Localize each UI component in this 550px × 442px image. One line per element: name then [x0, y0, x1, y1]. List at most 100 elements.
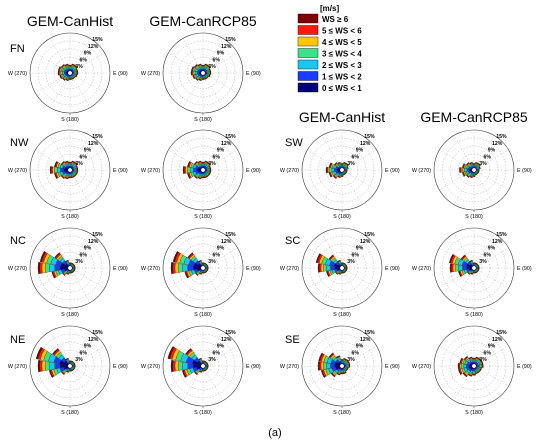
legend-swatch-3	[297, 48, 319, 58]
legend-label-6: 0 ≤ WS < 1	[322, 84, 362, 93]
sector-67.5-bin-6	[76, 68, 78, 72]
grid-spoke	[473, 233, 495, 269]
ring-label: 3%	[479, 357, 487, 363]
legend-swatch-4	[297, 59, 319, 70]
sector-0-bin-6	[201, 64, 205, 66]
sector-270-bin-1	[187, 363, 194, 369]
direction-label-south: S (180)	[61, 312, 79, 318]
sector-270-bin-6	[182, 166, 185, 174]
sector-202.5-bin-6	[469, 176, 473, 178]
sector-0-bin-2	[68, 164, 72, 167]
direction-label-east: E (90)	[385, 364, 400, 370]
grid-spoke	[202, 267, 224, 303]
direction-label-south: S (180)	[194, 312, 212, 318]
sector-0-bin-2	[341, 361, 343, 363]
direction-label-west: W (270)	[280, 168, 299, 174]
direction-label-south: S (180)	[61, 410, 79, 416]
sector-112.5-bin-6	[207, 366, 209, 370]
header-left-rcp: GEM-CanRCP85	[149, 13, 257, 29]
direction-label-east: E (90)	[517, 168, 532, 174]
panel-ne-rcp85: 3%6%9%12%15% W (270) E (90) S (180)	[141, 325, 261, 416]
sector-0-bin-2	[472, 360, 476, 363]
ring-label: 9%	[84, 51, 92, 57]
sector-270-bin-1	[462, 265, 468, 271]
sector-67.5-bin-6	[481, 360, 484, 365]
sector-180-bin-2	[340, 369, 344, 372]
sector-292.5-bin-6	[318, 352, 324, 362]
direction-label-west: W (270)	[141, 168, 160, 174]
grid-ring	[441, 333, 507, 399]
sector-270-bin-4	[41, 262, 46, 274]
sector-315-bin-6	[466, 162, 470, 166]
sector-270-bin-2	[326, 265, 331, 271]
panel-nw-hist: 3%6%9%12%15% W (270) E (90) S (180)	[8, 129, 128, 220]
sector-67.5-bin-6	[207, 362, 209, 366]
sector-45-bin-6	[205, 361, 208, 364]
wind-sectors	[170, 251, 209, 279]
sector-247.5-bin-6	[458, 271, 462, 277]
sector-292.5-bin-6	[187, 161, 191, 167]
direction-label-west: W (270)	[412, 266, 431, 272]
ring-label: 3%	[347, 357, 355, 363]
grid-ring	[309, 333, 375, 399]
ring-label: 15%	[364, 134, 375, 140]
sector-270-bin-6	[37, 360, 41, 372]
figure-label: (a)	[268, 427, 281, 439]
sector-45-bin-6	[205, 263, 208, 266]
sector-157.5-bin-6	[343, 372, 347, 374]
sector-45-bin-6	[344, 263, 347, 266]
panel-fn-hist: 3%6%9%12%15% W (270) E (90) S (180)	[8, 32, 128, 123]
panel-nc-hist: 3%6%9%12%15% W (270) E (90) S (180)	[8, 227, 128, 318]
ring-label: 6%	[79, 154, 87, 160]
sector-112.5-bin-6	[478, 170, 480, 174]
grid-spoke	[69, 345, 105, 367]
calm-center	[200, 167, 206, 173]
ring-label: 12%	[88, 239, 99, 245]
sector-112.5-bin-6	[74, 268, 76, 272]
sector-0-bin-2	[473, 165, 475, 167]
direction-label-south: S (180)	[465, 214, 483, 220]
panels: 3%6%9%12%15%W (270) E (90)S (180)3%6%9%12…	[8, 32, 532, 416]
grid-spoke	[69, 247, 105, 269]
direction-label-south: S (180)	[333, 410, 351, 416]
sector-270-bin-3	[44, 361, 51, 371]
legend-swatch-5	[297, 71, 319, 81]
ring-label: 15%	[225, 134, 236, 140]
sector-247.5-bin-6	[328, 172, 332, 178]
panel-se-hist: 3%6%9%12%15% W (270) E (90) S (180)	[280, 325, 400, 416]
sector-225-bin-6	[62, 77, 66, 81]
sector-0-bin-3	[472, 359, 476, 362]
sector-45-bin-6	[478, 163, 481, 166]
ring-label: 9%	[356, 148, 364, 154]
sector-135-bin-6	[344, 270, 347, 273]
sector-270-bin-1	[193, 168, 198, 172]
panel-sc-rcp85: 3%6%9%12%15% W (270) E (90) S (180)	[412, 227, 532, 318]
sector-270-bin-1	[330, 265, 336, 271]
ring-label: 3%	[208, 259, 216, 265]
ring-label: 9%	[217, 344, 225, 350]
grid-spoke	[473, 169, 509, 191]
direction-label-east: E (90)	[517, 364, 532, 370]
sector-157.5-bin-6	[474, 272, 478, 274]
ring-label: 15%	[92, 134, 103, 140]
sector-0-bin-2	[201, 67, 205, 70]
sector-202.5-bin-6	[337, 176, 341, 178]
sector-22.5-bin-6	[70, 360, 74, 362]
sector-135-bin-6	[476, 270, 479, 273]
sector-157.5-bin-6	[70, 272, 74, 274]
sector-270-bin-3	[187, 167, 191, 173]
sector-270-bin-2	[195, 71, 198, 75]
sector-0-bin-3	[68, 66, 72, 69]
sector-0-bin-6	[68, 64, 72, 66]
ring-label: 6%	[483, 350, 491, 356]
sector-180-bin-2	[68, 173, 72, 176]
ring-label: 15%	[364, 330, 375, 336]
direction-label-east: E (90)	[385, 266, 400, 272]
sector-337.5-bin-6	[469, 162, 473, 164]
ring-label: 3%	[75, 161, 83, 167]
direction-label-east: E (90)	[113, 266, 128, 272]
wind-sectors	[459, 162, 481, 178]
sector-22.5-bin-6	[203, 262, 207, 264]
sector-202.5-bin-6	[468, 374, 473, 377]
sector-90-bin-3	[207, 71, 210, 75]
